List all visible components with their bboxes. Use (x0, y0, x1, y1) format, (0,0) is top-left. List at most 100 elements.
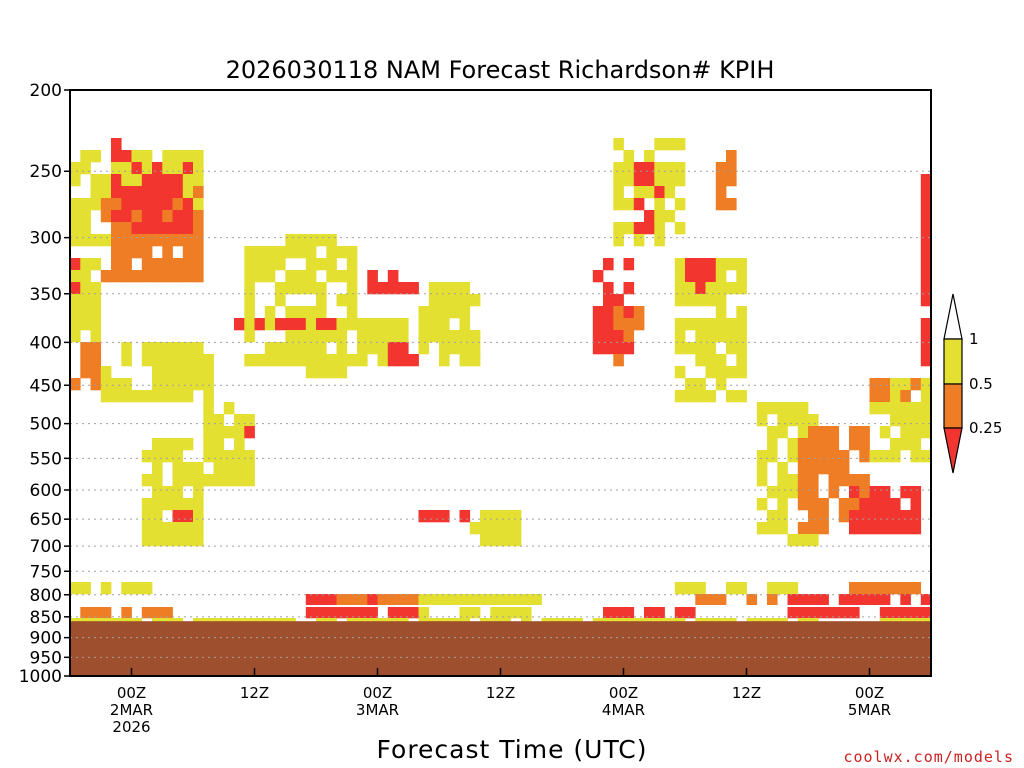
heatmap-cell (900, 594, 911, 607)
heatmap-cell (162, 450, 173, 463)
heatmap-cell (70, 222, 81, 235)
heatmap-cell (152, 498, 163, 511)
heatmap-cell (767, 522, 778, 535)
heatmap-cell (613, 294, 624, 307)
heatmap-cell (141, 474, 153, 487)
heatmap-cell (808, 498, 819, 511)
heatmap-cell (603, 330, 614, 343)
heatmap-cell (121, 210, 132, 223)
heatmap-cell (787, 534, 799, 547)
heatmap-cell (428, 510, 440, 523)
heatmap-cell (644, 186, 655, 199)
heatmap-cell (70, 582, 81, 595)
heatmap-cell (480, 594, 491, 607)
heatmap-cell (920, 234, 932, 247)
heatmap-cell (80, 198, 91, 211)
heatmap-cell (859, 438, 870, 451)
heatmap-cell (736, 258, 747, 271)
heatmap-cell (111, 210, 122, 223)
heatmap-cell (879, 606, 891, 619)
heatmap-cell (387, 606, 399, 619)
heatmap-cell (674, 366, 686, 379)
heatmap-cell (920, 222, 932, 235)
heatmap-cell (111, 270, 122, 283)
heatmap-cell (879, 426, 891, 439)
heatmap-cell (90, 306, 102, 319)
heatmap-cell (787, 438, 799, 451)
heatmap-cell (726, 282, 737, 295)
heatmap-cell (828, 438, 840, 451)
heatmap-cell (592, 270, 604, 283)
heatmap-cell (193, 222, 204, 235)
heatmap-cell (141, 390, 153, 403)
heatmap-cell (449, 306, 460, 319)
heatmap-cell (726, 582, 737, 595)
heatmap-cell (418, 330, 430, 343)
heatmap-cell (264, 342, 276, 355)
chart-title: 2026030118 NAM Forecast Richardson# KPIH (226, 56, 775, 84)
heatmap-cell (900, 522, 911, 535)
heatmap-cell (613, 342, 624, 355)
heatmap-cell (70, 330, 81, 343)
heatmap-cell (890, 606, 901, 619)
heatmap-cell (162, 258, 173, 271)
heatmap-cell (890, 402, 901, 415)
heatmap-cell (715, 354, 727, 367)
heatmap-cell (767, 426, 778, 439)
heatmap-cell (685, 258, 696, 271)
heatmap-cell (152, 486, 163, 499)
heatmap-cell (644, 210, 655, 223)
heatmap-cell (797, 402, 809, 415)
heatmap-cell (920, 414, 932, 427)
heatmap-cell (521, 606, 532, 619)
heatmap-cell (695, 270, 706, 283)
heatmap-cell (254, 318, 266, 331)
heatmap-cell (705, 354, 717, 367)
heatmap-cell (736, 390, 747, 403)
heatmap-cell (336, 246, 348, 259)
heatmap-cell (736, 318, 747, 331)
heatmap-cell (428, 306, 440, 319)
heatmap-cell (767, 402, 778, 415)
heatmap-cell (182, 150, 194, 163)
heatmap-cell (808, 594, 819, 607)
heatmap-cell (336, 594, 348, 607)
heatmap-cell (654, 174, 665, 187)
heatmap-cell (152, 390, 163, 403)
heatmap-cell (275, 258, 286, 271)
heatmap-cell (182, 258, 194, 271)
x-tick-label: 4MAR (602, 701, 645, 719)
heatmap-cell (182, 186, 194, 199)
heatmap-cell (869, 402, 881, 415)
heatmap-cell (715, 174, 727, 187)
heatmap-cell (346, 318, 358, 331)
heatmap-cell (480, 534, 491, 547)
heatmap-cell (910, 498, 922, 511)
heatmap-cell (121, 270, 132, 283)
heatmap-cell (90, 234, 102, 247)
heatmap-cell (726, 318, 737, 331)
heatmap-cell (275, 342, 286, 355)
heatmap-cell (295, 318, 307, 331)
heatmap-cell (213, 414, 225, 427)
heatmap-cell (490, 606, 501, 619)
heatmap-cell (920, 198, 932, 211)
heatmap-cell (510, 534, 522, 547)
heatmap-cell (193, 462, 204, 475)
heatmap-cell (275, 318, 286, 331)
heatmap-cell (715, 270, 727, 283)
legend-label: 0.5 (969, 375, 993, 393)
heatmap-cell (869, 378, 881, 391)
heatmap-cell (172, 198, 184, 211)
heatmap-cell (264, 306, 276, 319)
y-tick-label: 450 (30, 376, 62, 396)
heatmap-cell (787, 606, 799, 619)
heatmap-cell (172, 174, 184, 187)
y-tick-label: 350 (30, 285, 62, 305)
heatmap-cell (674, 270, 686, 283)
heatmap-cell (797, 474, 809, 487)
heatmap-cell (223, 462, 235, 475)
heatmap-cell (367, 318, 378, 331)
heatmap-cell (152, 378, 163, 391)
heatmap-cell (818, 426, 829, 439)
